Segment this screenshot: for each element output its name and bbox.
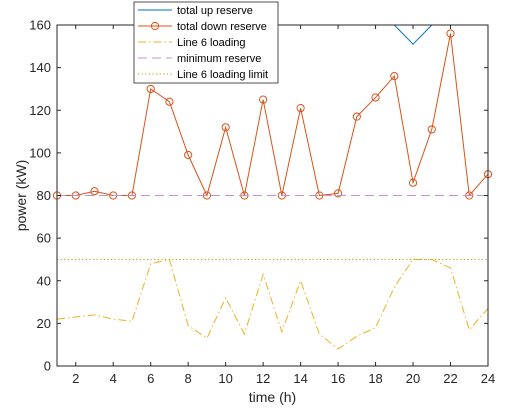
x-tick-label: 20 <box>406 371 420 386</box>
data-point-total-down-reserve <box>371 93 380 102</box>
y-tick-label: 120 <box>29 103 51 118</box>
legend-label-line-6-loading: Line 6 loading <box>177 37 246 49</box>
x-tick-label: 12 <box>256 371 270 386</box>
x-tick-label: 10 <box>218 371 232 386</box>
x-tick-label: 8 <box>185 371 192 386</box>
x-axis-label: time (h) <box>249 389 296 405</box>
x-tick-label: 6 <box>147 371 154 386</box>
y-tick-label: 40 <box>37 273 51 288</box>
x-tick-label: 22 <box>443 371 457 386</box>
data-point-total-down-reserve <box>146 84 155 94</box>
legend-marker-total-down-reserve <box>150 21 160 31</box>
series-line-line-6-loading <box>56 258 489 350</box>
x-tick-label: 16 <box>331 371 345 386</box>
data-point-total-down-reserve <box>184 150 193 160</box>
legend-items: total up reserve total down reserve Line 6… <box>138 5 268 81</box>
y-tick-label: 160 <box>29 18 51 33</box>
legend-label-total-up-reserve: total up reserve <box>177 5 253 17</box>
data-point-total-down-reserve <box>446 29 455 38</box>
series-layer <box>52 24 493 350</box>
data-point-total-down-reserve <box>352 112 361 121</box>
data-point-total-down-reserve <box>259 95 268 104</box>
x-tick-label: 24 <box>481 371 495 386</box>
x-tick-label: 2 <box>72 371 79 386</box>
legend: total up reserve total down reserve Line 6… <box>133 1 279 84</box>
y-tick-label: 80 <box>37 188 51 203</box>
y-tick-label: 20 <box>37 316 51 331</box>
data-point-total-down-reserve <box>390 72 399 81</box>
data-point-total-down-reserve <box>165 97 174 106</box>
data-point-total-down-reserve <box>333 189 343 198</box>
legend-label-minimum-reserve: minimum reserve <box>177 53 261 65</box>
legend-label-line-6-loading-limit: Line 6 loading limit <box>177 69 268 81</box>
legend-label-total-down-reserve: total down reserve <box>177 21 267 33</box>
data-point-total-down-reserve <box>408 178 418 187</box>
x-tick-label: 4 <box>110 371 117 386</box>
data-point-total-down-reserve <box>427 125 436 134</box>
y-tick-label: 140 <box>29 60 51 75</box>
data-point-total-down-reserve <box>221 123 230 132</box>
axes: 2 4 6 8 10 12 14 16 18 20 22 2402040608010012014016… <box>29 18 495 387</box>
x-tick-label: 18 <box>368 371 382 386</box>
data-point-total-down-reserve <box>90 187 99 196</box>
y-axis-label: power (kW) <box>13 160 29 232</box>
x-tick-label: 14 <box>293 371 307 386</box>
y-tick-label: 100 <box>29 145 51 160</box>
data-point-total-down-reserve <box>296 104 305 113</box>
y-tick-label: 60 <box>37 231 51 246</box>
y-tick-label: 0 <box>44 359 51 374</box>
